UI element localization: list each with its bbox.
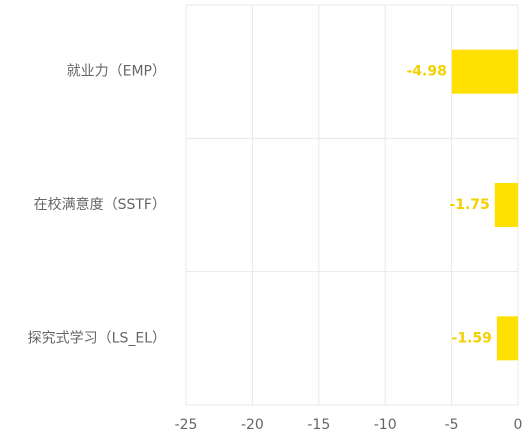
x-tick-label: -10 (374, 417, 397, 433)
x-tick-label: -15 (307, 417, 330, 433)
value-label: -1.59 (452, 330, 492, 346)
y-tick-label: 在校满意度（SSTF） (34, 196, 166, 213)
value-label: -1.75 (449, 197, 489, 213)
x-tick-label: -5 (445, 417, 459, 433)
x-tick-label: -25 (175, 417, 198, 433)
bar (496, 316, 518, 361)
y-tick-label: 探究式学习（LS_EL） (28, 330, 166, 346)
x-tick-label: -20 (241, 417, 264, 433)
bar (451, 49, 518, 94)
x-tick-label: 0 (514, 417, 523, 433)
bar (494, 183, 518, 227)
value-label: -4.98 (407, 64, 447, 80)
y-tick-label: 就业力（EMP） (67, 64, 166, 80)
